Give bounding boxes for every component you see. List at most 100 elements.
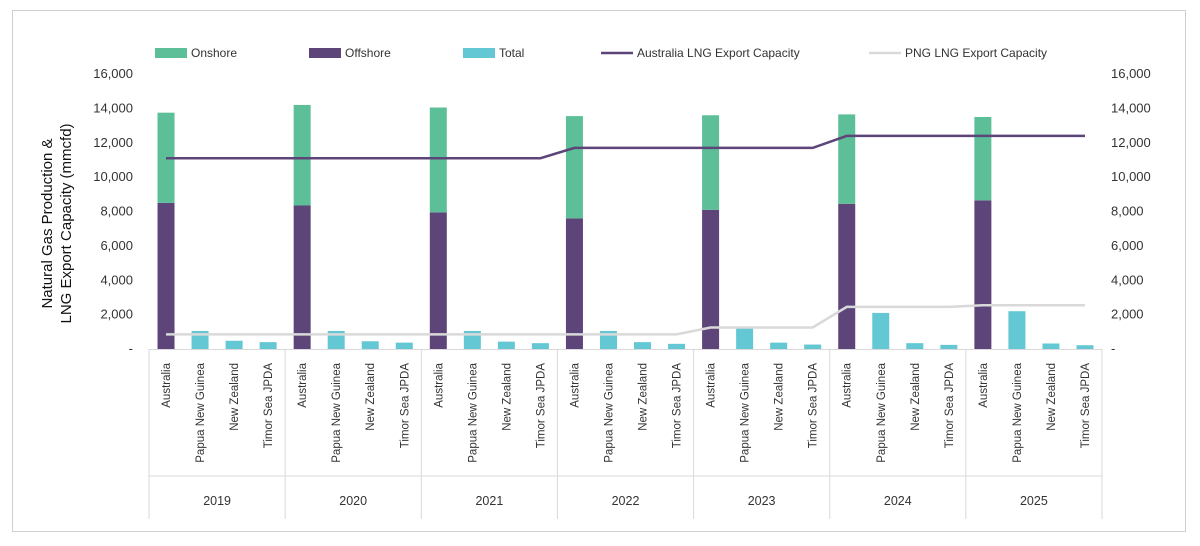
y-tick-label-right: 10,000 [1111, 169, 1151, 184]
x-category-label: Timor Sea JPDA [535, 363, 547, 449]
capacity-lines [166, 134, 1085, 336]
x-year-label: 2024 [884, 494, 912, 508]
legend: Onshore Offshore Total Australia LNG Export… [155, 46, 1047, 60]
x-year-label: 2025 [1020, 494, 1048, 508]
x-category-label: Australia [978, 362, 990, 407]
bar-total-timor-sea-jpda [668, 343, 686, 349]
x-year-label: 2019 [203, 494, 231, 508]
x-category-label: New Zealand [638, 363, 650, 431]
x-category-label: Papua New Guinea [331, 362, 343, 462]
x-category-label: Timor Sea JPDA [944, 363, 956, 449]
legend-swatch-offshore [309, 48, 341, 58]
x-category-label: Timor Sea JPDA [1080, 363, 1092, 449]
x-category-label: Timor Sea JPDA [672, 363, 684, 449]
x-year-label: 2023 [748, 494, 776, 508]
y-axis-right: - 2,000 4,000 6,000 8,000 10,000 12,000 14,000 1… [1111, 66, 1151, 356]
x-category-label: Australia [706, 362, 718, 407]
bar-total-timor-sea-jpda [395, 342, 413, 349]
x-year-label: 2021 [475, 494, 503, 508]
y-tick-label-right: 8,000 [1111, 204, 1144, 219]
x-category-label: Timor Sea JPDA [263, 363, 275, 449]
bar-onshore-australia [838, 114, 856, 204]
y-tick-label-left: 8,000 [100, 204, 133, 219]
bar-total-new-zealand [634, 342, 652, 349]
x-category-label: Papua New Guinea [604, 362, 616, 462]
y-tick-label-right: 4,000 [1111, 272, 1144, 287]
bar-offshore-australia [293, 205, 311, 349]
chart-frame: Onshore Offshore Total Australia LNG Export… [12, 10, 1186, 532]
x-category-label: Australia [161, 362, 173, 407]
y-tick-label-left: 16,000 [93, 66, 133, 81]
legend-swatch-total [463, 48, 495, 58]
bars [157, 104, 1094, 349]
bar-total-timor-sea-jpda [940, 344, 958, 349]
y-axis-title-line-2: LNG Export Capacity (mmcfd) [58, 123, 75, 323]
y-tick-label-right: 6,000 [1111, 238, 1144, 253]
bar-total-new-zealand [361, 341, 379, 349]
legend-label: Australia LNG Export Capacity [637, 46, 800, 60]
y-tick-label-left: 12,000 [93, 135, 133, 150]
bar-offshore-australia [429, 212, 447, 349]
bar-total-timor-sea-jpda [804, 344, 822, 349]
x-category-label: Papua New Guinea [467, 362, 479, 462]
chart-svg: Onshore Offshore Total Australia LNG Export… [39, 46, 1151, 519]
x-category-label: New Zealand [910, 363, 922, 431]
x-axis: Australia Papua New Guinea New Zealand Timo… [148, 349, 1103, 519]
x-category-label: Timor Sea JPDA [808, 363, 820, 449]
bar-onshore-australia [702, 115, 720, 210]
x-category-label: New Zealand [365, 363, 377, 431]
y-tick-label-left: - [129, 341, 133, 356]
x-category-label: Papua New Guinea [195, 362, 207, 462]
bar-total-timor-sea-jpda [531, 343, 549, 349]
bar-total-new-zealand [225, 340, 243, 349]
y-tick-label-left: 6,000 [100, 238, 133, 253]
legend-label: Onshore [191, 46, 237, 60]
bar-offshore-australia [702, 209, 720, 349]
bar-total-timor-sea-jpda [259, 342, 277, 349]
y-tick-label-left: 14,000 [93, 100, 133, 115]
x-category-label: Australia [569, 362, 581, 407]
x-category-label: Australia [433, 362, 445, 407]
bar-total-new-zealand [770, 342, 788, 349]
bar-onshore-australia [565, 116, 583, 219]
x-category-label: Australia [842, 362, 854, 407]
bar-offshore-australia [838, 203, 856, 349]
y-axis-title-line-1: Natural Gas Production & [39, 138, 56, 308]
x-category-label: Australia [297, 362, 309, 407]
bar-total-timor-sea-jpda [1076, 345, 1094, 349]
y-tick-label-right: - [1111, 341, 1115, 356]
y-tick-label-right: 2,000 [1111, 307, 1144, 322]
bar-offshore-australia [157, 202, 175, 349]
bar-total-new-zealand [1042, 343, 1060, 349]
y-tick-label-left: 10,000 [93, 169, 133, 184]
legend-label: Total [499, 46, 524, 60]
y-tick-label-left: 2,000 [100, 307, 133, 322]
x-category-label: New Zealand [229, 363, 241, 431]
x-year-label: 2020 [339, 494, 367, 508]
x-category-label: New Zealand [1046, 363, 1058, 431]
bar-onshore-australia [974, 116, 992, 201]
bar-total-new-zealand [497, 341, 515, 349]
x-category-label: Papua New Guinea [740, 362, 752, 462]
bar-onshore-australia [293, 104, 311, 206]
x-category-label: Papua New Guinea [876, 362, 888, 462]
x-category-label: Timor Sea JPDA [399, 363, 411, 449]
line-png-lng-export-capacity [166, 303, 1085, 336]
bar-offshore-australia [974, 200, 992, 349]
bar-total-papua-new-guinea [736, 328, 754, 349]
bar-total-papua-new-guinea [872, 312, 890, 349]
legend-swatch-onshore [155, 48, 187, 58]
y-tick-label-left: 4,000 [100, 272, 133, 287]
y-tick-label-right: 12,000 [1111, 135, 1151, 150]
x-year-label: 2022 [612, 494, 640, 508]
bar-offshore-australia [565, 218, 583, 349]
y-tick-label-right: 16,000 [1111, 66, 1151, 81]
x-category-label: Papua New Guinea [1012, 362, 1024, 462]
bar-onshore-australia [429, 107, 447, 213]
y-tick-label-right: 14,000 [1111, 100, 1151, 115]
y-axis-left: - 2,000 4,000 6,000 8,000 10,000 12,000 14,000 1… [93, 66, 133, 356]
legend-label: Offshore [345, 46, 391, 60]
line-australia-lng-export-capacity [166, 134, 1085, 160]
bar-total-papua-new-guinea [1008, 311, 1026, 349]
x-category-label: New Zealand [501, 363, 513, 431]
